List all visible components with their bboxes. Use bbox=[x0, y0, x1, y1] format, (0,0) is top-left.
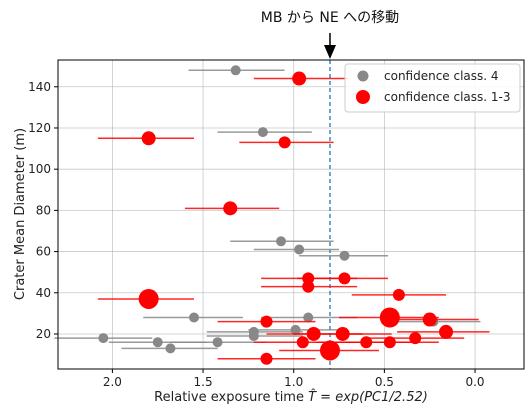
data-point bbox=[409, 332, 422, 345]
data-point bbox=[302, 280, 315, 293]
series-confidence-4 bbox=[54, 65, 481, 354]
y-tick-label: 20 bbox=[36, 327, 51, 341]
data-point bbox=[296, 336, 309, 349]
y-tick-label: 80 bbox=[36, 203, 51, 217]
data-point bbox=[260, 315, 273, 328]
data-point bbox=[294, 244, 305, 255]
data-point bbox=[335, 326, 350, 341]
x-axis-title-prefix: Relative exposure time bbox=[154, 390, 308, 405]
x-tick-label: 1.5 bbox=[194, 375, 213, 389]
grid bbox=[58, 60, 524, 369]
y-tick-label: 140 bbox=[28, 80, 51, 94]
y-tick-label: 40 bbox=[36, 286, 51, 300]
data-point bbox=[303, 312, 314, 323]
data-point bbox=[260, 352, 273, 365]
data-point bbox=[165, 343, 176, 354]
data-point bbox=[188, 312, 199, 323]
x-tick-label: 0.5 bbox=[375, 375, 394, 389]
legend-marker-confidence-4 bbox=[357, 70, 369, 82]
data-point bbox=[290, 324, 301, 335]
legend-marker-confidence-1-3 bbox=[356, 90, 370, 104]
data-point bbox=[276, 236, 287, 247]
data-point bbox=[338, 272, 351, 285]
data-point bbox=[392, 288, 405, 301]
data-point bbox=[138, 288, 159, 309]
data-point bbox=[292, 71, 307, 86]
movement-annotation-arrow-head bbox=[323, 45, 336, 59]
x-axis-title: Relative exposure time T̂ = exp(PC1/2.52… bbox=[154, 390, 428, 405]
legend-box bbox=[344, 63, 521, 113]
x-tick-label: 1.0 bbox=[284, 375, 303, 389]
data-point bbox=[439, 324, 454, 339]
legend-label-confidence-1-3: confidence class. 1-3 bbox=[384, 90, 511, 104]
data-point bbox=[278, 136, 291, 149]
series-layer bbox=[54, 65, 490, 365]
y-axis-title: Crater Mean Diameter (m) bbox=[13, 128, 28, 300]
data-point bbox=[98, 333, 109, 344]
data-point bbox=[230, 65, 241, 76]
data-point bbox=[379, 307, 400, 328]
movement-annotation-label: MB から NE への移動 bbox=[261, 10, 399, 26]
data-point bbox=[360, 336, 373, 349]
data-point bbox=[248, 331, 259, 342]
data-point bbox=[212, 337, 223, 348]
legend: confidence class. 4 confidence class. 1-… bbox=[344, 63, 521, 113]
y-tick-label: 120 bbox=[28, 121, 51, 135]
data-point bbox=[223, 201, 238, 216]
data-point bbox=[152, 337, 163, 348]
data-point bbox=[319, 340, 340, 361]
data-point bbox=[302, 272, 315, 285]
y-tick-label: 100 bbox=[28, 162, 51, 176]
plot-frame bbox=[57, 59, 525, 370]
x-axis-ticks: 2.0 1.5 1.0 0.5 0.0 bbox=[103, 369, 485, 389]
x-tick-label: 0.0 bbox=[465, 375, 484, 389]
data-point bbox=[141, 131, 156, 146]
y-axis-ticks: 20 40 60 80 100 120 140 bbox=[28, 80, 58, 341]
series-confidence-1-3 bbox=[97, 71, 490, 365]
x-axis-title-math: T̂ = exp(PC1/2.52) bbox=[308, 390, 428, 405]
x-tick-label: 2.0 bbox=[103, 375, 122, 389]
y-tick-label: 60 bbox=[36, 245, 51, 259]
data-point bbox=[422, 312, 437, 327]
data-point bbox=[383, 336, 396, 349]
data-point bbox=[306, 326, 321, 341]
data-point bbox=[257, 127, 268, 138]
data-point bbox=[339, 250, 350, 261]
legend-label-confidence-4: confidence class. 4 bbox=[384, 69, 499, 83]
